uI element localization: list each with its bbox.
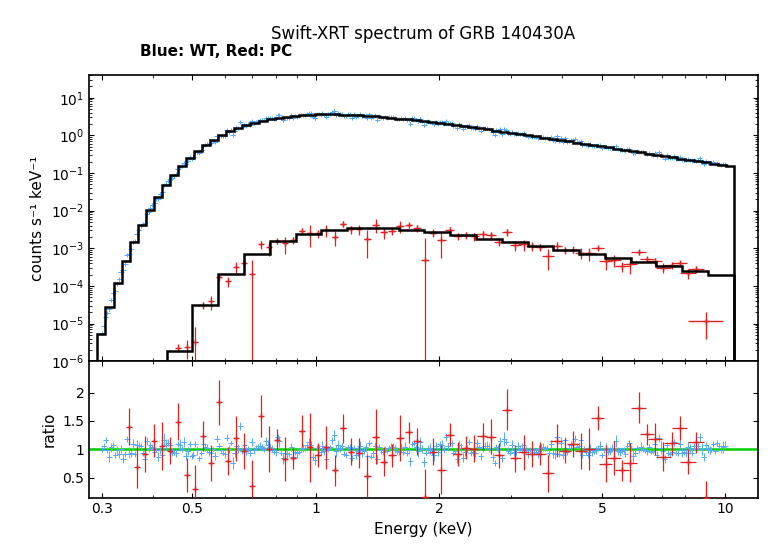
X-axis label: Energy (keV): Energy (keV) xyxy=(375,522,472,537)
Text: Blue: WT, Red: PC: Blue: WT, Red: PC xyxy=(140,44,292,59)
Y-axis label: ratio: ratio xyxy=(42,412,57,447)
Text: Swift-XRT spectrum of GRB 140430A: Swift-XRT spectrum of GRB 140430A xyxy=(271,25,576,43)
Y-axis label: counts s⁻¹ keV⁻¹: counts s⁻¹ keV⁻¹ xyxy=(30,156,45,281)
